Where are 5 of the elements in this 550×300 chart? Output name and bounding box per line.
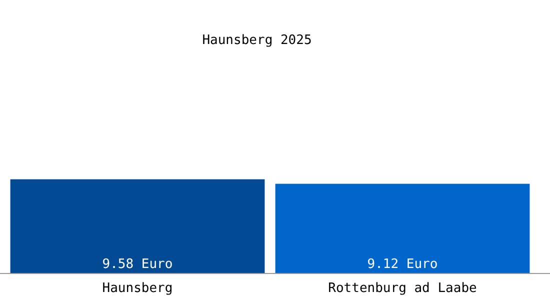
x-tick-label: Haunsberg — [102, 281, 173, 296]
data-label: 9.12 Euro — [367, 257, 438, 272]
data-label: 9.58 Euro — [102, 257, 173, 272]
x-tick-label: Rottenburg ad Laabe — [328, 281, 478, 296]
chart-title: Haunsberg 2025 — [202, 33, 312, 48]
